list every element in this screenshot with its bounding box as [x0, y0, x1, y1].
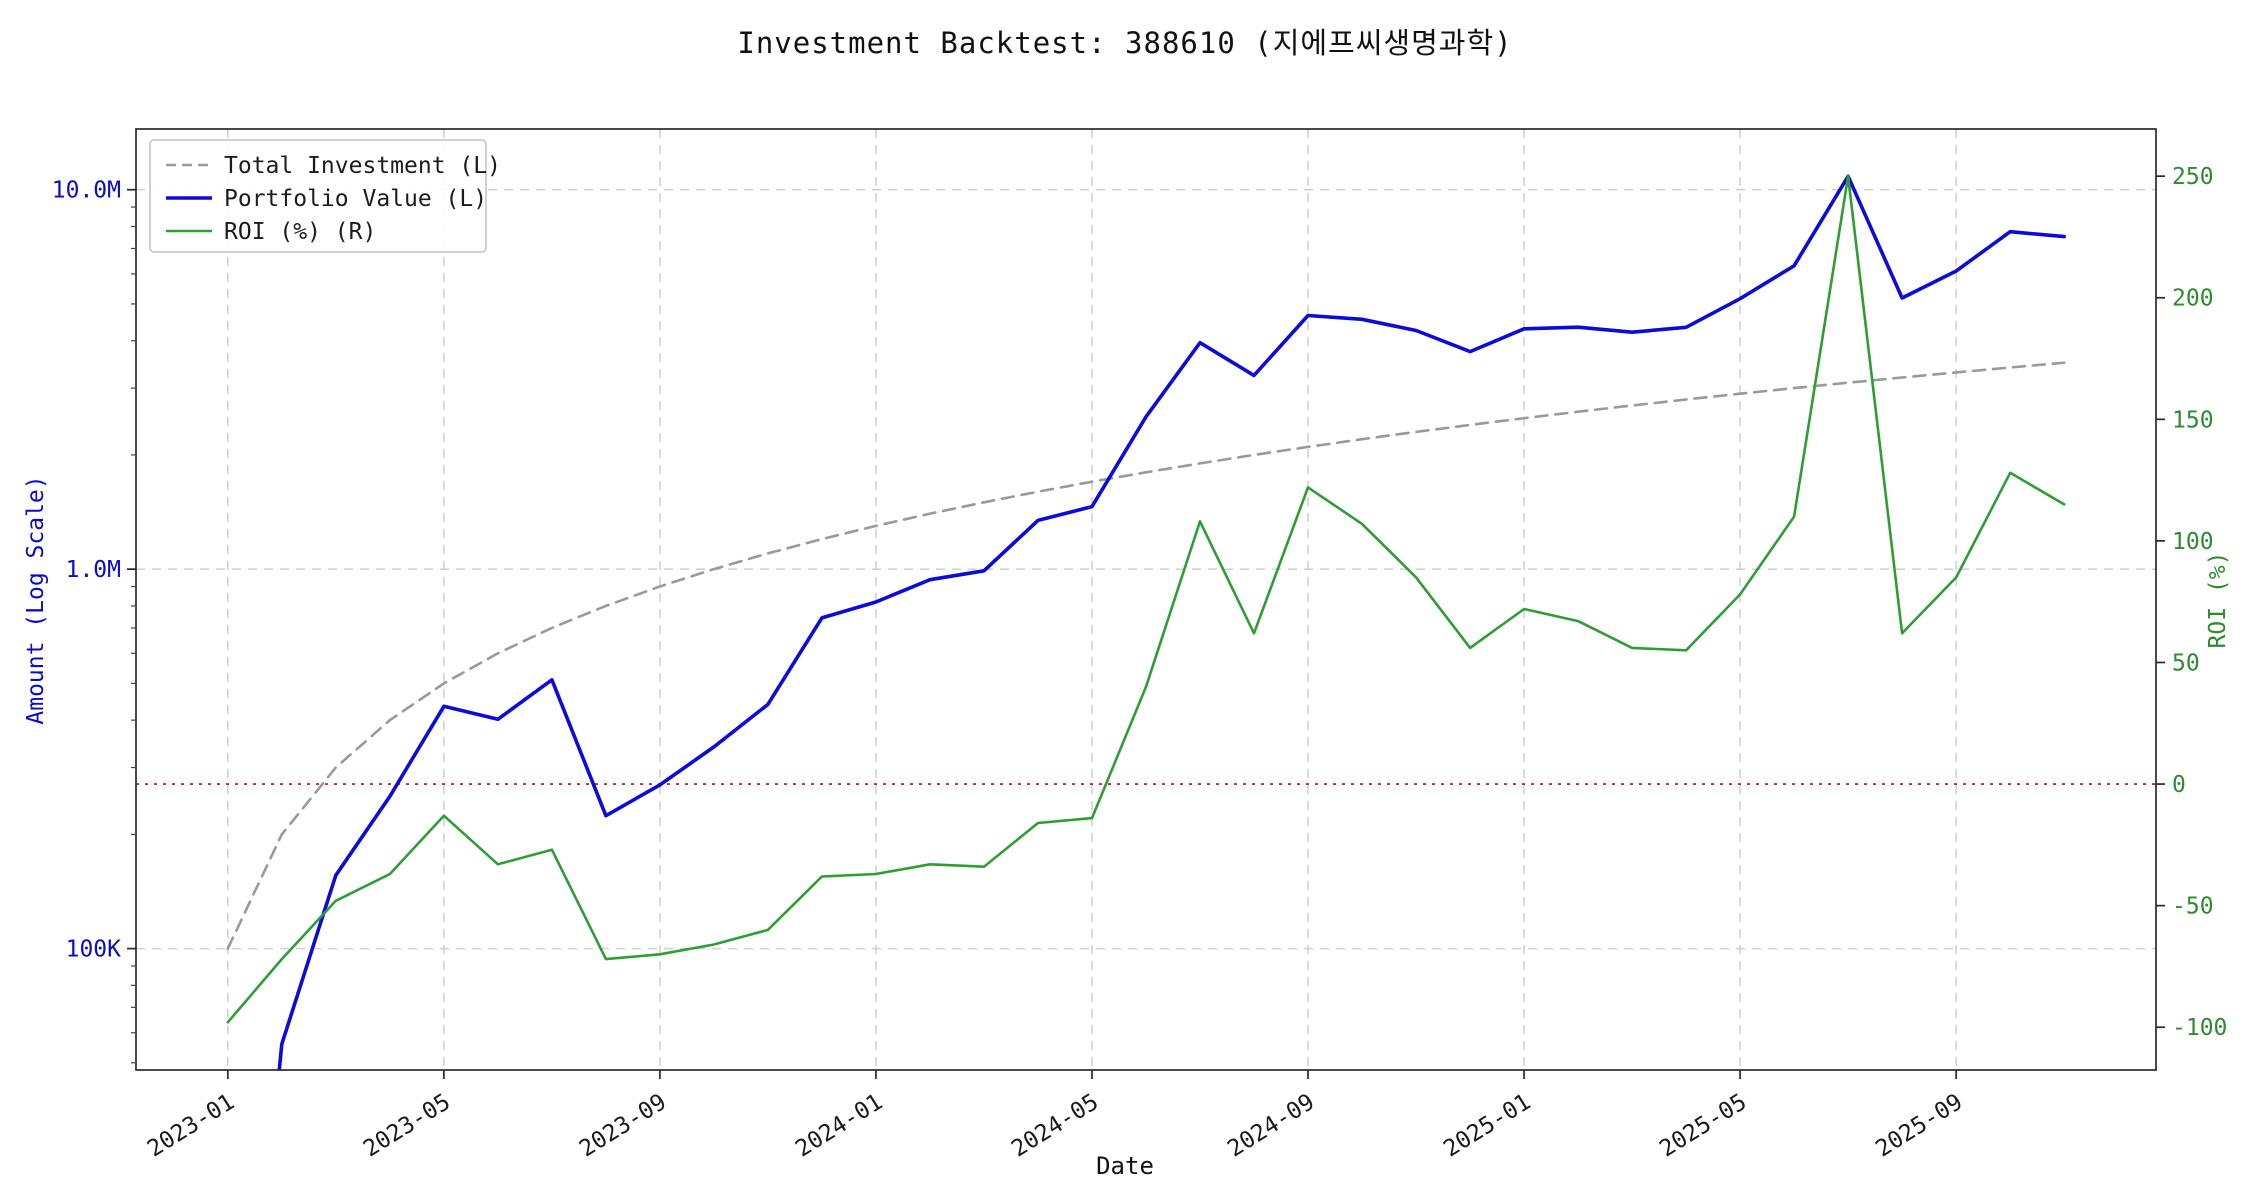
- x-tick-label: 2024-05: [1007, 1089, 1103, 1162]
- x-tick-label: 2024-09: [1223, 1089, 1319, 1162]
- x-tick-label: 2024-01: [791, 1089, 887, 1162]
- right-tick-label: 50: [2172, 650, 2200, 676]
- right-tick-label: -50: [2172, 894, 2214, 920]
- x-tick-label: 2023-01: [143, 1089, 239, 1162]
- legend: Total Investment (L) Portfolio Value (L) R…: [149, 139, 501, 253]
- series-group: [226, 174, 2066, 1070]
- x-tick-label: 2023-09: [575, 1089, 671, 1162]
- left-axis-ticks: 100K 1.0M 10.0M: [52, 178, 136, 1064]
- plot-border: [135, 128, 2157, 1071]
- right-tick-label: -100: [2172, 1015, 2227, 1041]
- x-axis-ticks: 2023-01 2023-05 2023-09 2024-01 2024-05 2024-…: [143, 1070, 1967, 1162]
- legend-item-label: Total Investment (L): [224, 153, 501, 179]
- grid-lines: [136, 129, 2156, 1070]
- left-tick-label: 10.0M: [52, 178, 121, 204]
- legend-box: [149, 139, 487, 253]
- right-tick-label: 150: [2172, 407, 2214, 433]
- left-tick-label: 1.0M: [66, 557, 121, 583]
- right-axis-ticks: -100 -50 0 50 100 150 200 250: [2156, 164, 2227, 1041]
- series-line-total-investment-l: [226, 361, 2066, 950]
- chart-title: Investment Backtest: 388610 (지에프씨생명과학): [737, 26, 1513, 60]
- legend-item-label: Portfolio Value (L): [224, 186, 487, 212]
- right-tick-label: 100: [2172, 529, 2214, 555]
- right-tick-label: 0: [2172, 772, 2186, 798]
- x-tick-label: 2025-05: [1655, 1089, 1751, 1162]
- x-tick-label: 2023-05: [359, 1089, 455, 1162]
- x-axis-title: Date: [1096, 1152, 1154, 1180]
- series-line-roi-r: [226, 174, 2066, 1024]
- series-line-portfolio-value-l: [277, 174, 2066, 1070]
- right-tick-label: 250: [2172, 164, 2214, 190]
- left-tick-label: 100K: [66, 937, 122, 963]
- legend-item-label: ROI (%) (R): [224, 219, 376, 245]
- right-tick-label: 200: [2172, 286, 2214, 312]
- x-tick-label: 2025-01: [1439, 1089, 1535, 1162]
- x-tick-label: 2025-09: [1871, 1089, 1967, 1162]
